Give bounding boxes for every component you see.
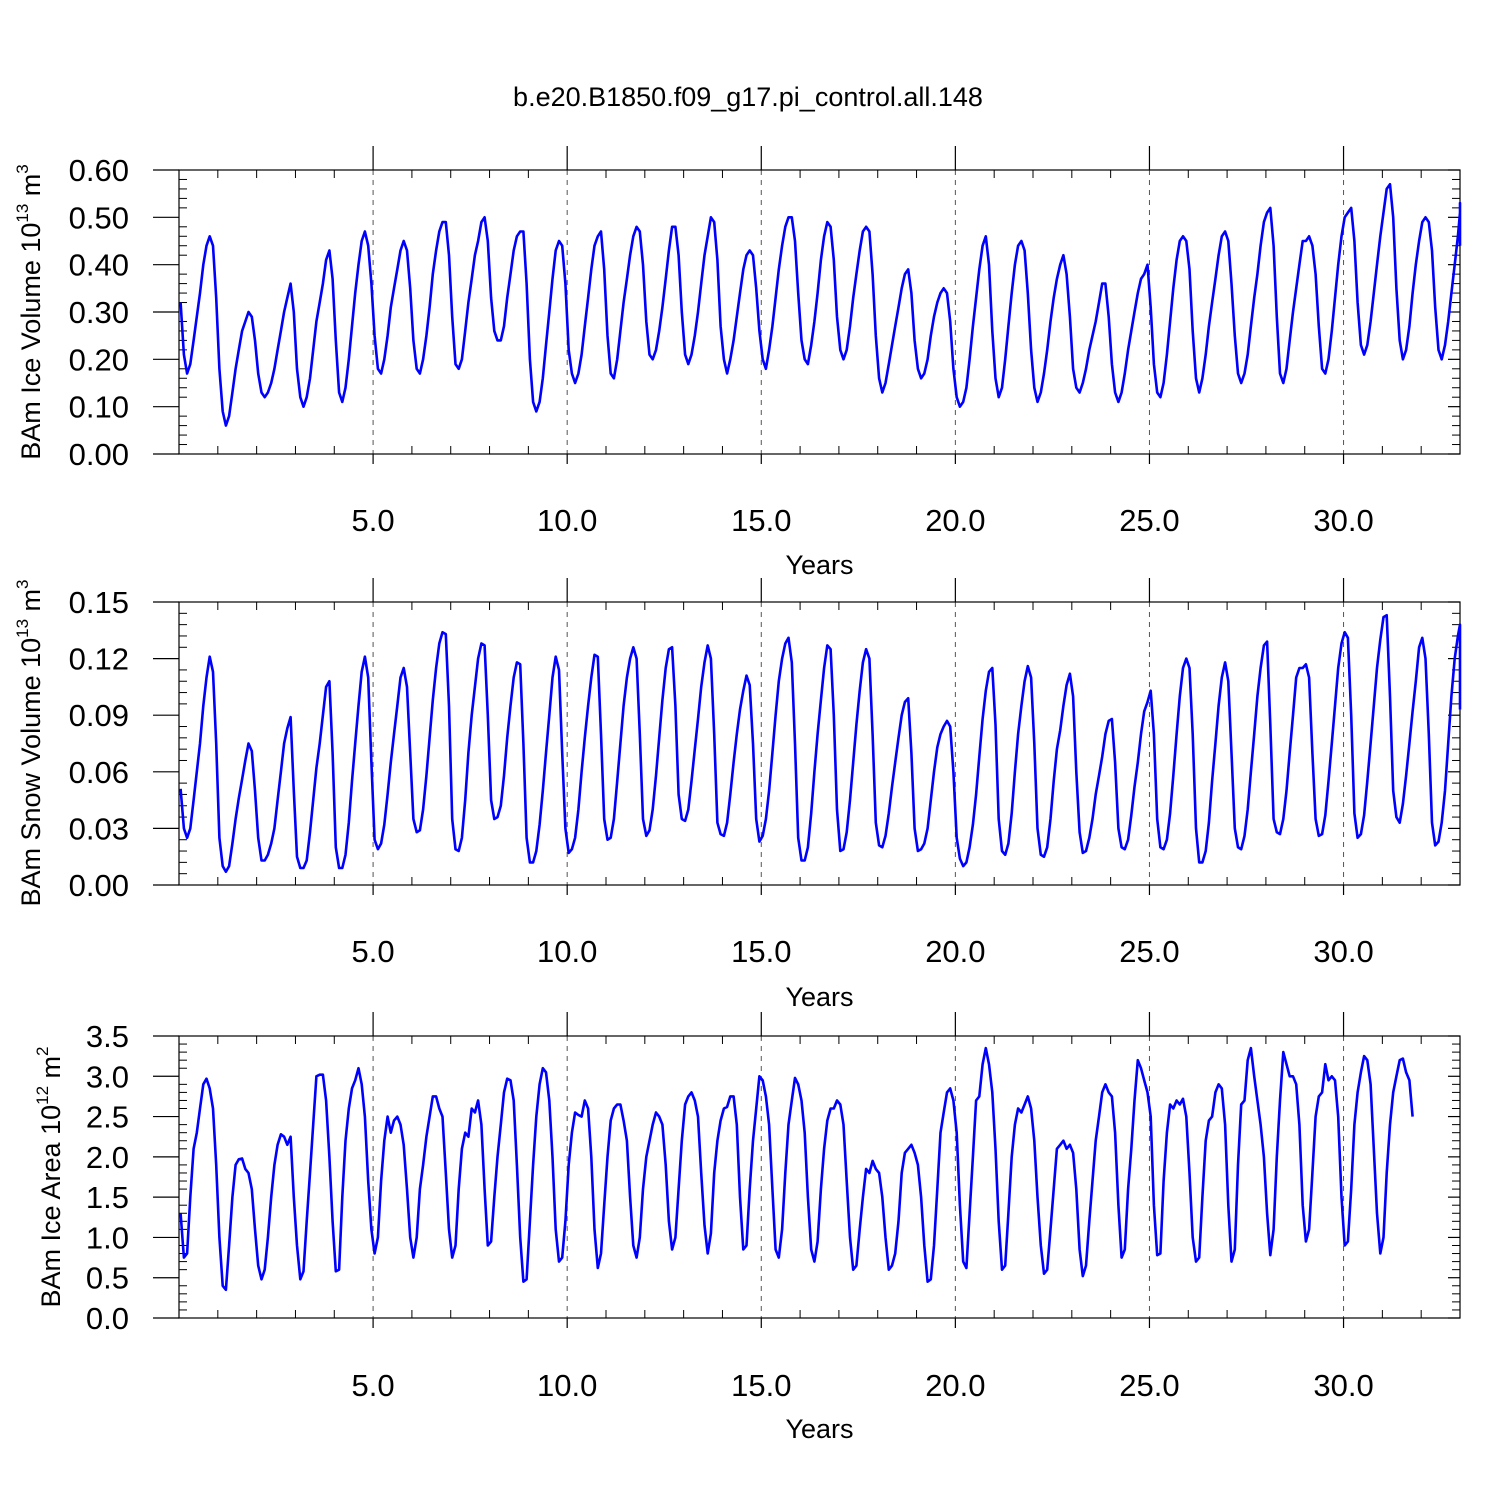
y-axis-label-unit-exponent: 3 [13, 579, 32, 588]
y-tick-label: 1.0 [86, 1220, 129, 1255]
y-tick-label: 0.5 [86, 1261, 129, 1296]
y-tick-label: 0.50 [69, 200, 129, 235]
x-tick-label: 25.0 [1119, 503, 1179, 538]
y-axis-label-unit-exponent: 2 [33, 1047, 52, 1056]
plot-frame [178, 601, 1461, 886]
y-tick-label: 0.00 [69, 868, 129, 903]
x-tick-label: 30.0 [1313, 503, 1373, 538]
y-tick-label: 3.0 [86, 1059, 129, 1094]
y-axis-label-unit-exponent: 3 [13, 164, 32, 173]
x-tick-label: 10.0 [537, 503, 597, 538]
y-tick-label: 0.06 [69, 755, 129, 790]
y-axis-label-main: BAm Ice Area 10 [36, 1105, 66, 1308]
y-tick-label: 0.12 [69, 642, 129, 677]
y-tick-label: 0.0 [86, 1301, 129, 1336]
x-axis-label: Years [785, 550, 853, 580]
y-axis-label-exponent: 13 [13, 619, 32, 638]
y-tick-label: 0.20 [69, 342, 129, 377]
x-tick-label: 15.0 [731, 934, 791, 969]
y-axis-label-exponent: 13 [13, 204, 32, 223]
y-tick-label: 0.15 [69, 585, 129, 620]
x-tick-label: 10.0 [537, 934, 597, 969]
x-tick-label: 20.0 [925, 1368, 985, 1403]
y-tick-label: 0.40 [69, 248, 129, 283]
x-tick-label: 30.0 [1313, 934, 1373, 969]
y-tick-label: 0.00 [69, 437, 129, 472]
x-tick-label: 5.0 [352, 503, 395, 538]
x-tick-label: 25.0 [1119, 1368, 1179, 1403]
y-tick-label: 0.30 [69, 295, 129, 330]
x-tick-label: 10.0 [537, 1368, 597, 1403]
y-axis-label: BAm Ice Volume 1013 m3 [13, 164, 46, 460]
x-tick-label: 20.0 [925, 934, 985, 969]
figure-title: b.e20.B1850.f09_g17.pi_control.all.148 [513, 82, 983, 112]
y-tick-label: 2.0 [86, 1140, 129, 1175]
y-axis-label-unit: m [36, 1056, 66, 1086]
y-axis-label: BAm Ice Area 1012 m2 [33, 1047, 66, 1308]
y-axis-label-exponent: 12 [33, 1086, 52, 1105]
x-tick-label: 25.0 [1119, 934, 1179, 969]
y-tick-label: 3.5 [86, 1019, 129, 1054]
series-line [179, 1046, 1414, 1292]
x-tick-label: 5.0 [352, 934, 395, 969]
y-axis-label: BAm Snow Volume 1013 m3 [13, 579, 46, 906]
x-axis-label: Years [785, 1414, 853, 1444]
x-tick-label: 15.0 [731, 503, 791, 538]
y-axis-label-unit: m [16, 174, 46, 204]
x-tick-label: 15.0 [731, 1368, 791, 1403]
panel-ice-volume: 0.00 0.10 0.20 0.30 0.40 0.50 0.60 5.0 10.0 15.0 2… [13, 146, 1462, 580]
y-tick-label: 0.10 [69, 390, 129, 425]
y-tick-label: 1.5 [86, 1180, 129, 1215]
x-tick-label: 30.0 [1313, 1368, 1373, 1403]
x-axis-label: Years [785, 982, 853, 1012]
series-line [179, 613, 1462, 874]
y-axis-label-main: BAm Snow Volume 10 [16, 638, 46, 907]
plot-frame [178, 1035, 1461, 1319]
x-tick-label: 5.0 [352, 1368, 395, 1403]
y-axis-label-unit: m [16, 589, 46, 619]
panel-snow-volume: 0.00 0.03 0.06 0.09 0.12 0.15 5.0 10.0 15.0 20.0 2… [13, 578, 1462, 1012]
y-tick-label: 0.03 [69, 811, 129, 846]
y-tick-label: 2.5 [86, 1100, 129, 1135]
y-tick-label: 0.60 [69, 153, 129, 188]
panel-ice-area: 0.0 0.5 1.0 1.5 2.0 2.5 3.0 3.5 5.0 10.0 15.0 20.0 2… [33, 1012, 1461, 1444]
y-axis-label-main: BAm Ice Volume 10 [16, 223, 46, 460]
series-line [179, 182, 1462, 427]
x-tick-label: 20.0 [925, 503, 985, 538]
y-tick-label: 0.09 [69, 698, 129, 733]
